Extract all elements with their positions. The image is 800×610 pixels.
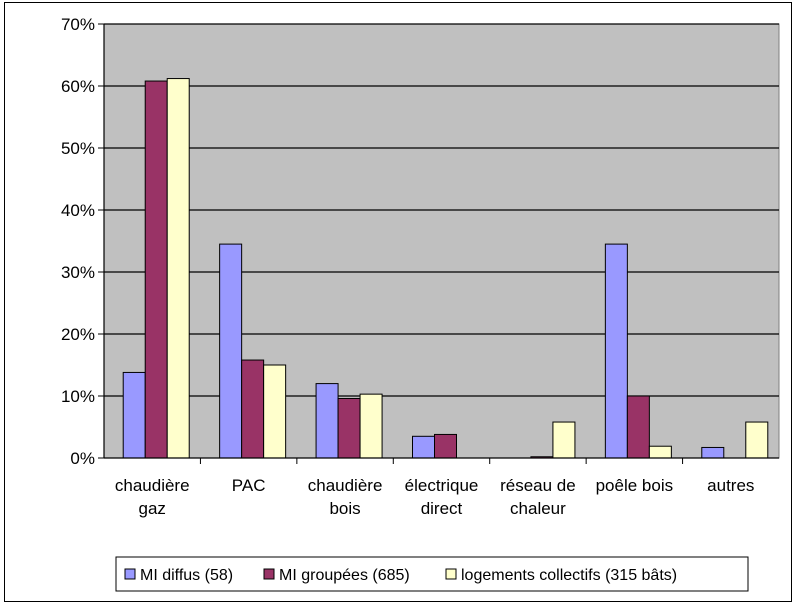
bar <box>745 421 769 459</box>
x-category-label: chaudière bois <box>308 476 383 518</box>
y-tick-label: 0% <box>70 449 95 468</box>
y-tick-label: 30% <box>61 263 95 282</box>
bar <box>359 393 383 459</box>
y-tick-label: 40% <box>61 201 95 220</box>
bar <box>701 446 725 459</box>
x-axis-category-labels: chaudière gaz PAC chaudière bois électrique di… <box>115 476 755 518</box>
x-category-label: chaudière gaz <box>115 476 190 518</box>
bar <box>122 371 146 459</box>
bar <box>263 364 287 459</box>
bar <box>166 78 190 459</box>
bar <box>241 359 265 459</box>
bar <box>648 445 672 459</box>
legend: MI diffus (58) MI groupées (685) logements… <box>115 556 749 592</box>
x-category-label: réseau de chaleur <box>500 476 576 518</box>
gridlines <box>104 23 779 397</box>
x-category-label: électrique direct <box>405 476 479 518</box>
legend-entry-label: logements collectifs (315 bâts) <box>461 567 677 584</box>
bar <box>434 433 457 459</box>
legend-swatch <box>263 568 275 580</box>
axes <box>98 23 779 464</box>
y-tick-label: 10% <box>61 387 95 406</box>
bar <box>604 243 628 459</box>
legend-entry-label: MI groupées (685) <box>279 567 410 584</box>
bar <box>552 421 576 459</box>
chart-frame: 0% 10% 20% 30% 40% 50% 60% 70% chaudière gaz PAC c… <box>4 2 792 602</box>
legend-swatch <box>124 568 136 580</box>
x-category-label: poêle bois <box>596 476 674 495</box>
legend-swatch <box>445 568 457 580</box>
bars <box>122 78 769 459</box>
bar <box>219 243 243 459</box>
y-axis-tick-labels: 0% 10% 20% 30% 40% 50% 60% 70% <box>61 15 95 468</box>
y-tick-label: 20% <box>61 325 95 344</box>
x-category-label: PAC <box>232 476 266 495</box>
legend-entry-label: MI diffus (58) <box>140 567 233 584</box>
bar <box>412 435 435 459</box>
bar <box>315 383 339 459</box>
plot-area <box>103 23 780 459</box>
y-tick-label: 70% <box>61 15 95 34</box>
legend-box <box>115 556 749 592</box>
bar <box>626 395 650 459</box>
bar <box>144 80 168 459</box>
x-category-label: autres <box>707 476 754 495</box>
y-tick-label: 60% <box>61 77 95 96</box>
bar <box>337 397 361 459</box>
y-tick-label: 50% <box>61 139 95 158</box>
